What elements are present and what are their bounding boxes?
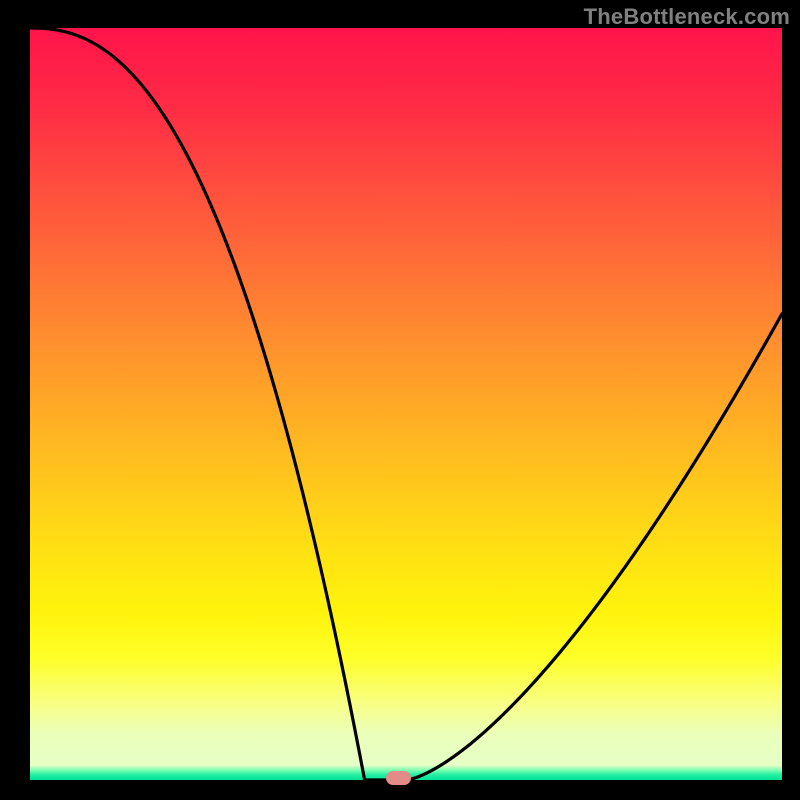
watermark-text: TheBottleneck.com — [584, 4, 790, 30]
optimal-point-marker — [386, 771, 410, 785]
bottleneck-curve — [30, 28, 782, 780]
chart-plot-area — [30, 28, 782, 780]
